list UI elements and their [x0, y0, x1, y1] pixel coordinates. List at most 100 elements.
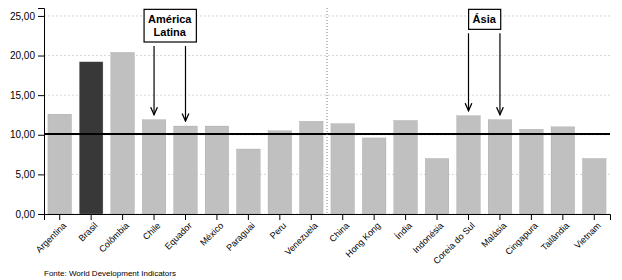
x-tick-mark [122, 214, 123, 220]
bar [551, 127, 575, 214]
x-tick-mark [499, 214, 500, 220]
x-tick-mark [342, 214, 343, 220]
annotation-text: Ásia [473, 13, 497, 25]
bar [268, 131, 292, 214]
x-tick-mark [562, 214, 563, 220]
x-tick-mark [248, 214, 249, 220]
x-tick: Índia [393, 214, 414, 241]
x-axis: Argentina BrasilColômbia ChileEquadorMéxic… [34, 214, 611, 266]
x-tick-label: Malásia [479, 220, 508, 249]
bar [205, 126, 229, 214]
x-tick-label: Venezuela [283, 220, 320, 257]
y-tick-label: 25,00 [10, 11, 35, 22]
x-tick-label: Vietnam [572, 220, 602, 250]
y-tick: 20,00 [10, 50, 44, 61]
y-tick: 15,00 [10, 90, 44, 101]
y-tick-mark [38, 95, 44, 96]
x-tick: Argentina [34, 214, 68, 255]
y-tick-label: 10,00 [10, 129, 35, 140]
x-tick: Tailândia [539, 214, 571, 253]
x-tick-label: Índia [393, 220, 414, 241]
y-tick-label: 5,00 [16, 169, 36, 180]
x-tick-mark [91, 214, 92, 220]
annotation-box [469, 9, 501, 29]
x-tick-mark [311, 214, 312, 220]
bar [362, 138, 386, 214]
x-tick: Malásia [479, 214, 508, 249]
annotation-arrow [468, 33, 469, 110]
y-tick-mark [38, 135, 44, 136]
y-tick-label: 0,00 [16, 209, 36, 220]
x-tick-label: Equador [163, 220, 194, 251]
x-tick: Chile [141, 214, 163, 242]
annotation-text: AméricaLatina [148, 13, 192, 38]
x-tick: Brasil [77, 214, 100, 243]
x-tick: México [198, 214, 225, 248]
x-tick-label: Brasil [77, 220, 100, 243]
x-tick-mark [154, 214, 155, 220]
y-tick-mark [38, 174, 44, 175]
x-tick-label: Hong Kong [344, 220, 383, 259]
x-tick-mark [374, 214, 375, 220]
y-tick-mark [38, 16, 44, 17]
x-tick-mark [279, 214, 280, 220]
annotation-arrow [499, 33, 500, 114]
x-tick-label: Paraguai [224, 220, 257, 253]
bar [48, 114, 72, 214]
bar [425, 159, 449, 214]
x-tick-label: Peru [268, 220, 289, 241]
y-tick: 10,00 [10, 129, 44, 140]
bar [79, 62, 103, 214]
y-axis: 0,00 5,00 10,00 15,00 20,00 25,00 [10, 9, 45, 220]
bar [331, 124, 355, 214]
x-tick: Hong Kong [344, 214, 383, 259]
y-tick-label: 15,00 [10, 90, 35, 101]
x-tick: Colômbia [97, 214, 131, 254]
annotation: AméricaLatina [144, 9, 196, 121]
x-tick-mark [216, 214, 217, 220]
x-tick-label: China [327, 220, 351, 244]
x-tick-label: Colômbia [97, 220, 131, 254]
bar [457, 116, 481, 214]
y-tick: 5,00 [16, 169, 44, 180]
annotation-box [144, 9, 196, 42]
grid [44, 16, 610, 214]
x-tick-mark [59, 214, 60, 220]
x-tick-label: Argentina [34, 220, 68, 254]
x-tick: Vietnam [572, 214, 602, 251]
y-tick-mark [38, 214, 44, 215]
x-tick-mark [185, 214, 186, 220]
x-tick-label: Coreia do Sul [431, 220, 477, 266]
x-tick-mark [405, 214, 406, 220]
x-tick-mark [594, 214, 595, 220]
x-tick: Equador [163, 214, 194, 252]
separator-line [327, 8, 328, 214]
annotation-arrow [153, 46, 154, 115]
bar [237, 149, 261, 214]
source-note: Fonte: World Development Indicators [44, 269, 176, 278]
annotation-arrow [185, 46, 186, 121]
y-tick: 0,00 [16, 209, 44, 220]
x-tick-mark [437, 214, 438, 220]
chart: 0,00 5,00 10,00 15,00 20,00 25,00 Argentina Bra… [0, 0, 622, 280]
x-tick: Coreia do Sul [431, 214, 477, 266]
bar [299, 121, 323, 214]
bar [174, 126, 198, 214]
x-tick-mark [468, 214, 469, 220]
bar [520, 129, 544, 214]
x-tick: Peru [268, 214, 289, 241]
plot-area [44, 8, 610, 214]
bar [582, 159, 606, 214]
grid-line [44, 15, 610, 16]
y-tick-mark [38, 56, 44, 57]
annotation: Ásia [469, 9, 501, 114]
annotations: AméricaLatina Ásia [144, 9, 501, 121]
y-axis-line [38, 9, 45, 215]
y-tick-label: 20,00 [10, 50, 35, 61]
chart-container: 0,00 5,00 10,00 15,00 20,00 25,00 Argentina Bra… [0, 0, 622, 280]
x-tick: Paraguai [224, 214, 257, 253]
x-axis-line [45, 215, 611, 221]
x-tick-label: Cingapura [503, 220, 539, 256]
y-tick: 25,00 [10, 11, 44, 22]
x-tick-mark [531, 214, 532, 220]
